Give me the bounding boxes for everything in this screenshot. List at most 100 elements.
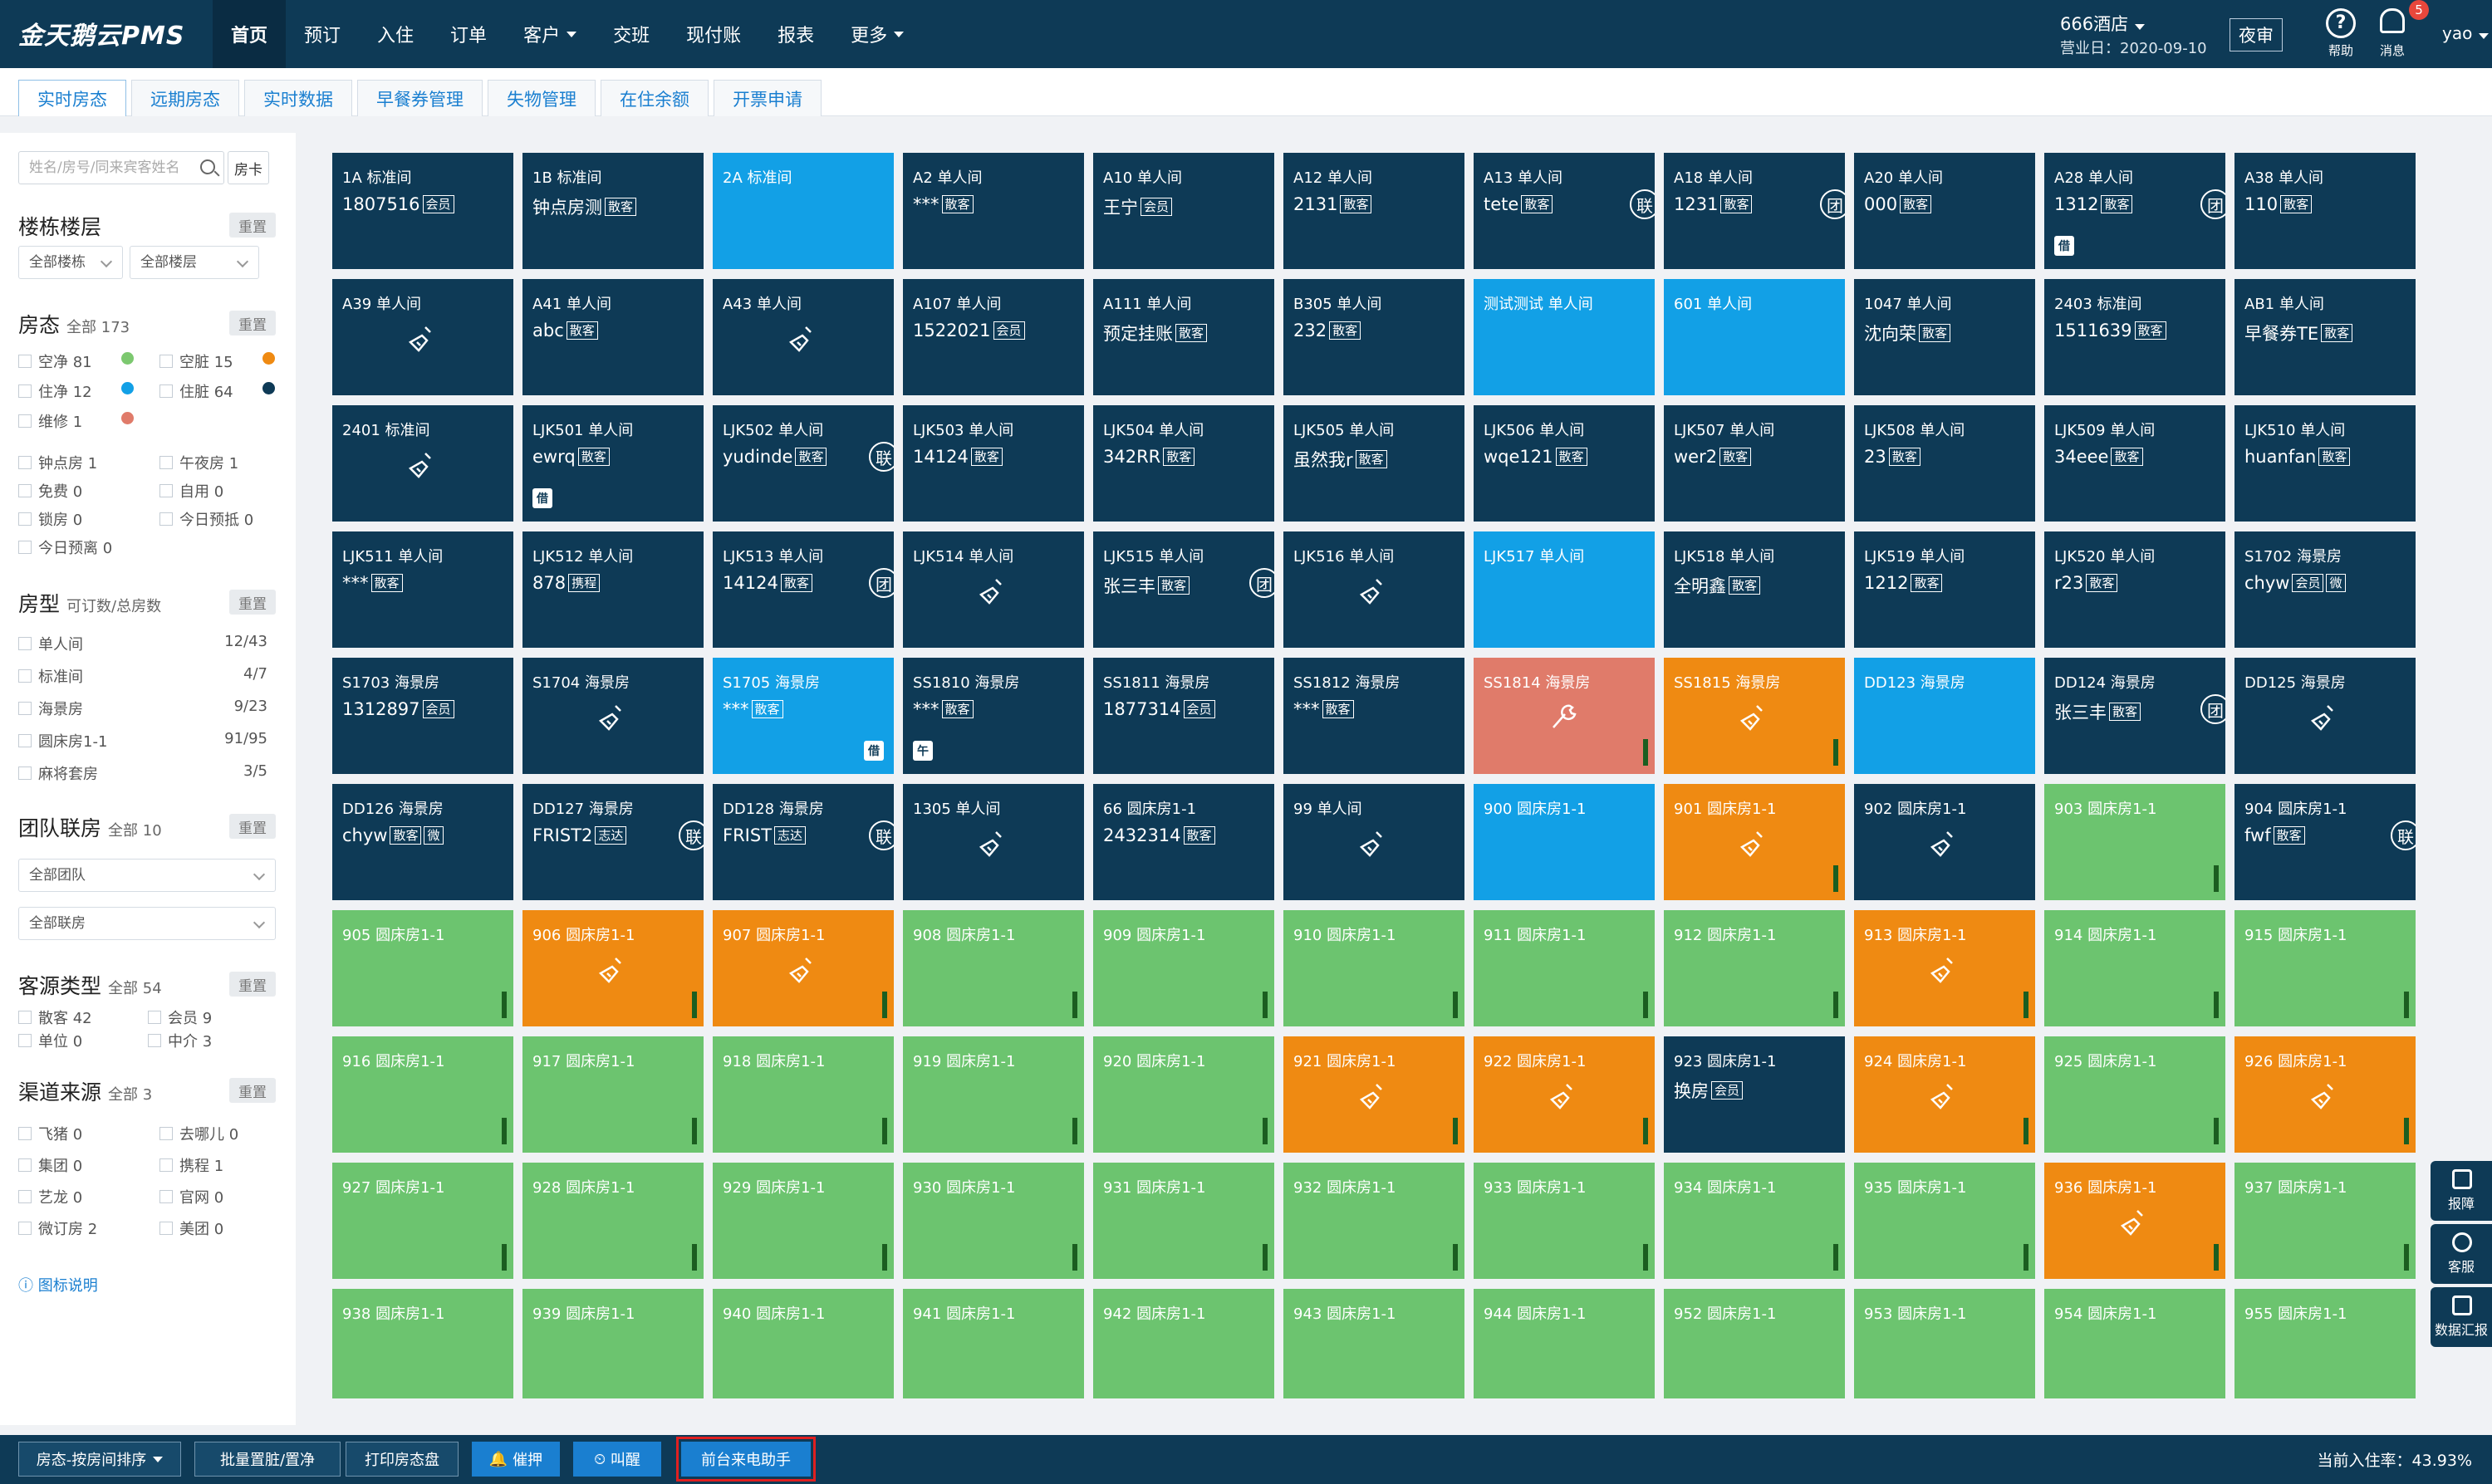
room-card[interactable]: DD127 海景房 FRIST2 志达 联: [522, 784, 704, 900]
room-card[interactable]: 944 圆床房1-1: [1474, 1289, 1655, 1398]
room-card[interactable]: 920 圆床房1-1: [1093, 1036, 1274, 1153]
room-card[interactable]: DD124 海景房 张三丰 散客 团: [2044, 658, 2225, 774]
room-card[interactable]: 941 圆床房1-1: [903, 1289, 1084, 1398]
nav-orders[interactable]: 订单: [432, 0, 505, 68]
channel-item[interactable]: 美团 0: [159, 1217, 223, 1239]
room-card[interactable]: 954 圆床房1-1: [2044, 1289, 2225, 1398]
channel-item[interactable]: 艺龙 0: [18, 1186, 82, 1207]
room-card[interactable]: LJK513 单人间 14124 散客 团: [713, 531, 894, 648]
room-card[interactable]: 929 圆床房1-1: [713, 1163, 894, 1279]
room-card[interactable]: 2403 标准间 1511639 散客: [2044, 279, 2225, 395]
filter-departure-today[interactable]: 今日预离 0: [18, 536, 112, 558]
channel-item[interactable]: 集团 0: [18, 1154, 82, 1176]
room-card[interactable]: A20 单人间 000 散客: [1854, 153, 2035, 269]
room-card[interactable]: 906 圆床房1-1: [522, 910, 704, 1026]
room-card[interactable]: 913 圆床房1-1: [1854, 910, 2035, 1026]
room-card[interactable]: 930 圆床房1-1: [903, 1163, 1084, 1279]
room-card[interactable]: LJK514 单人间: [903, 531, 1084, 648]
room-card[interactable]: 911 圆床房1-1: [1474, 910, 1655, 1026]
room-card[interactable]: 931 圆床房1-1: [1093, 1163, 1274, 1279]
room-card[interactable]: DD126 海景房 chyw 散客微: [332, 784, 513, 900]
room-card[interactable]: A12 单人间 2131 散客: [1283, 153, 1464, 269]
nav-reports[interactable]: 报表: [759, 0, 832, 68]
floor-select[interactable]: 全部楼层: [130, 246, 259, 279]
room-card[interactable]: 943 圆床房1-1: [1283, 1289, 1464, 1398]
room-card[interactable]: 909 圆床房1-1: [1093, 910, 1274, 1026]
user-menu[interactable]: yao: [2442, 23, 2490, 43]
room-type-item[interactable]: 海景房: [18, 698, 83, 719]
room-card[interactable]: LJK503 单人间 14124 散客: [903, 405, 1084, 522]
source-item[interactable]: 单位 0: [18, 1030, 82, 1051]
source-item[interactable]: 散客 42: [18, 1006, 92, 1028]
room-card[interactable]: 907 圆床房1-1: [713, 910, 894, 1026]
tab-future-status[interactable]: 远期房态: [131, 80, 239, 116]
filter-arrival-today[interactable]: 今日预抵 0: [159, 508, 253, 530]
room-card[interactable]: LJK504 单人间 342RR 散客: [1093, 405, 1274, 522]
room-card[interactable]: SS1815 海景房: [1664, 658, 1845, 774]
print-status-button[interactable]: 打印房态盘: [346, 1442, 459, 1477]
room-card[interactable]: S1703 海景房 1312897 会员: [332, 658, 513, 774]
nav-customers[interactable]: 客户: [505, 0, 595, 68]
room-card[interactable]: 916 圆床房1-1: [332, 1036, 513, 1153]
room-card[interactable]: A43 单人间: [713, 279, 894, 395]
room-card[interactable]: 917 圆床房1-1: [522, 1036, 704, 1153]
room-card[interactable]: LJK510 单人间 huanfan 散客: [2234, 405, 2416, 522]
report-fault-button[interactable]: 报障: [2431, 1161, 2492, 1221]
nav-more[interactable]: 更多: [832, 0, 922, 68]
room-card[interactable]: 939 圆床房1-1: [522, 1289, 704, 1398]
room-card[interactable]: A18 单人间 1231 散客 团: [1664, 153, 1845, 269]
room-card[interactable]: 918 圆床房1-1: [713, 1036, 894, 1153]
hotel-selector[interactable]: 666酒店 营业日：2020-09-10: [2060, 12, 2207, 61]
room-card[interactable]: 902 圆床房1-1: [1854, 784, 2035, 900]
room-card[interactable]: 928 圆床房1-1: [522, 1163, 704, 1279]
room-type-item[interactable]: 麻将套房: [18, 762, 98, 784]
room-card[interactable]: SS1811 海景房 1877314 会员: [1093, 658, 1274, 774]
filter-hourly[interactable]: 钟点房 1: [18, 452, 97, 473]
room-card[interactable]: LJK518 单人间 全明鑫 散客: [1664, 531, 1845, 648]
room-card[interactable]: 926 圆床房1-1: [2234, 1036, 2416, 1153]
room-card[interactable]: DD123 海景房: [1854, 658, 2035, 774]
room-card[interactable]: LJK509 单人间 34eee 散客: [2044, 405, 2225, 522]
tab-realtime-data[interactable]: 实时数据: [244, 80, 352, 116]
status-reset-button[interactable]: 重置: [229, 311, 276, 335]
nav-cash-account[interactable]: 现付账: [668, 0, 759, 68]
help-button[interactable]: ? 帮助: [2316, 8, 2366, 59]
room-card[interactable]: 922 圆床房1-1: [1474, 1036, 1655, 1153]
room-card[interactable]: 905 圆床房1-1: [332, 910, 513, 1026]
nav-home[interactable]: 首页: [213, 0, 287, 68]
nav-booking[interactable]: 预订: [286, 0, 359, 68]
room-card[interactable]: 914 圆床房1-1: [2044, 910, 2225, 1026]
room-card[interactable]: LJK511 单人间 *** 散客: [332, 531, 513, 648]
room-card[interactable]: A2 单人间 *** 散客: [903, 153, 1084, 269]
room-card[interactable]: 940 圆床房1-1: [713, 1289, 894, 1398]
tab-breakfast[interactable]: 早餐券管理: [357, 80, 483, 116]
front-desk-call-assistant-button[interactable]: 前台来电助手: [676, 1437, 816, 1482]
room-card[interactable]: 99 单人间: [1283, 784, 1464, 900]
room-card[interactable]: 933 圆床房1-1: [1474, 1163, 1655, 1279]
room-card[interactable]: A39 单人间: [332, 279, 513, 395]
room-card[interactable]: LJK517 单人间: [1474, 531, 1655, 648]
room-card[interactable]: SS1812 海景房 *** 散客: [1283, 658, 1464, 774]
room-card[interactable]: S1705 海景房 *** 散客借: [713, 658, 894, 774]
room-card[interactable]: A28 单人间 1312 散客 团借: [2044, 153, 2225, 269]
room-card[interactable]: 919 圆床房1-1: [903, 1036, 1084, 1153]
room-card[interactable]: A13 单人间 tete 散客 联: [1474, 153, 1655, 269]
room-card[interactable]: LJK516 单人间: [1283, 531, 1464, 648]
wake-up-call-button[interactable]: ⏲ 叫醒: [573, 1442, 661, 1477]
room-card[interactable]: 1047 单人间 沈向荣 散客: [1854, 279, 2035, 395]
room-card[interactable]: 908 圆床房1-1: [903, 910, 1084, 1026]
room-card[interactable]: LJK508 单人间 23 散客: [1854, 405, 2035, 522]
room-card[interactable]: B305 单人间 232 散客: [1283, 279, 1464, 395]
filter-midnight[interactable]: 午夜房 1: [159, 452, 238, 473]
filter-self-use[interactable]: 自用 0: [159, 480, 223, 502]
deposit-remind-button[interactable]: 🔔 催押: [472, 1442, 560, 1477]
nav-checkin[interactable]: 入住: [359, 0, 432, 68]
room-card[interactable]: LJK512 单人间 878 携程: [522, 531, 704, 648]
night-audit-button[interactable]: 夜审: [2230, 18, 2283, 51]
room-card[interactable]: SS1810 海景房 *** 散客午: [903, 658, 1084, 774]
room-card[interactable]: 测试测试 单人间: [1474, 279, 1655, 395]
room-card[interactable]: 921 圆床房1-1: [1283, 1036, 1464, 1153]
room-card[interactable]: 2401 标准间: [332, 405, 513, 522]
room-card[interactable]: LJK505 单人间 虽然我r 散客: [1283, 405, 1464, 522]
room-card-button[interactable]: 房卡: [228, 151, 269, 184]
